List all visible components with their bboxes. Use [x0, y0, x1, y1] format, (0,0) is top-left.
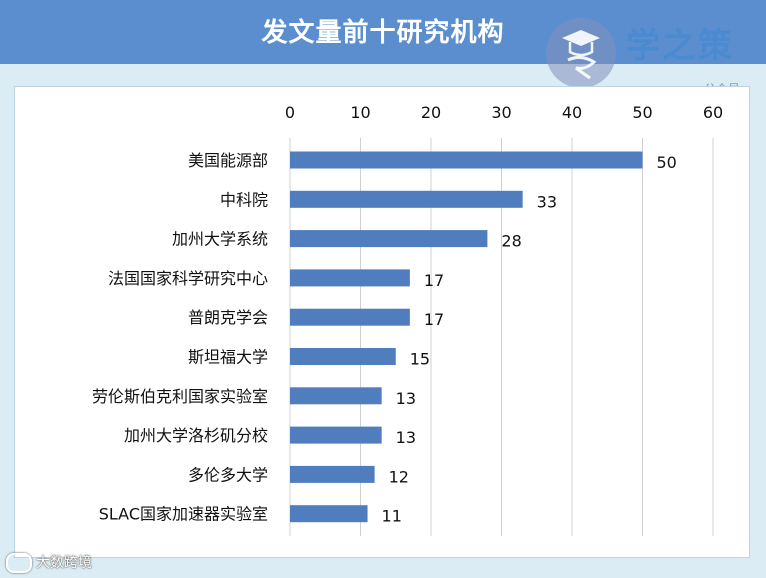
bar — [290, 230, 488, 248]
data-label: 17 — [424, 271, 444, 290]
logo-badge — [546, 18, 616, 88]
graduation-cap-icon — [562, 30, 600, 80]
data-label: 17 — [424, 310, 444, 329]
category-label: 普朗克学会 — [188, 308, 268, 327]
bar — [290, 426, 382, 444]
category-label: 法国国家科学研究中心 — [108, 269, 268, 288]
data-label: 13 — [396, 389, 416, 408]
chat-bubble-icon — [6, 553, 32, 573]
data-label: 50 — [657, 153, 677, 172]
header-bar — [0, 0, 766, 64]
x-tick-label: 30 — [491, 103, 511, 122]
category-label: 多伦多大学 — [188, 465, 268, 484]
data-label: 13 — [396, 428, 416, 447]
data-label: 11 — [382, 507, 402, 526]
category-label: 加州大学系统 — [172, 230, 268, 249]
x-tick-label: 0 — [285, 103, 295, 122]
x-tick-label: 20 — [421, 103, 441, 122]
bar — [290, 190, 523, 208]
x-tick-label: 40 — [562, 103, 582, 122]
category-label: 中科院 — [220, 190, 268, 209]
x-tick-label: 50 — [632, 103, 652, 122]
page-title: 发文量前十研究机构 — [261, 18, 505, 48]
data-label: 15 — [410, 350, 430, 369]
category-label: SLAC国家加速器实验室 — [99, 505, 268, 524]
category-label: 美国能源部 — [188, 151, 268, 170]
bar — [290, 465, 375, 483]
category-label: 劳伦斯伯克利国家实验室 — [92, 387, 268, 406]
x-tick-label: 60 — [703, 103, 723, 122]
category-label: 加州大学洛杉矶分校 — [124, 426, 268, 445]
data-label: 28 — [501, 232, 521, 251]
data-label: 33 — [537, 192, 557, 211]
watermark-text: 大数跨境 — [36, 555, 92, 571]
bar — [290, 151, 643, 169]
category-label: 斯坦福大学 — [188, 348, 268, 367]
bar — [290, 505, 368, 523]
bar — [290, 308, 410, 326]
bar — [290, 269, 410, 287]
logo-text: 学之策 — [626, 26, 734, 66]
bar — [290, 387, 382, 405]
bar — [290, 348, 396, 365]
watermark: 大数跨境 — [6, 552, 92, 573]
x-tick-label: 10 — [350, 103, 370, 122]
data-label: 12 — [389, 467, 409, 486]
